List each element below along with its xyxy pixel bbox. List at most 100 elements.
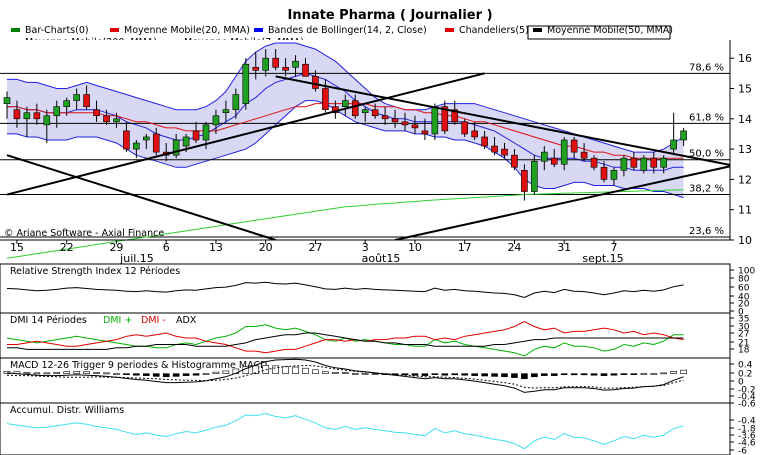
candle-body [222, 109, 230, 114]
candle-body [123, 130, 130, 150]
panel-tick-label: 0 [738, 308, 744, 318]
candle-body [341, 100, 349, 107]
macd-histogram-bar [272, 365, 279, 374]
candle-body [232, 94, 240, 110]
candle-body [650, 157, 658, 168]
trendline [6, 154, 276, 240]
chart-title: Innate Pharma ( Journalier ) [287, 8, 492, 23]
macd-histogram-bar [292, 366, 299, 374]
macd-histogram-bar [600, 373, 608, 376]
candle-body [33, 112, 41, 120]
candle-body [441, 106, 449, 132]
panel-title: Accumul. Distr. Williams [10, 405, 124, 416]
macd-histogram-bar [212, 371, 220, 374]
candle-body [461, 121, 469, 135]
candle-body [471, 130, 478, 138]
candle-body [670, 139, 677, 150]
panel-title: Relative Strength Index 12 Périodes [10, 266, 180, 277]
williams-line [6, 413, 684, 450]
trendline [275, 75, 730, 166]
copyright-text: © Ariane Software - Axial Finance [4, 228, 164, 239]
macd-histogram-bar [521, 373, 528, 380]
candle-body [521, 170, 528, 192]
macd-histogram-bar [570, 373, 578, 376]
macd-histogram-bar [162, 373, 170, 378]
date-tick-label: 31 [557, 241, 571, 254]
candle-body [152, 133, 160, 153]
legend-swatch [11, 28, 20, 32]
price-tick-label: 13 [738, 143, 752, 156]
macd-histogram-bar [192, 373, 200, 376]
macd-histogram-bar [33, 372, 41, 375]
candle-body [192, 130, 200, 141]
fibonacci-label: 38,2 % [689, 184, 724, 195]
fibonacci-label: 78,6 % [689, 62, 724, 73]
macd-histogram-bar [630, 373, 638, 375]
macd-histogram-bar [441, 373, 449, 376]
candle-body [252, 66, 260, 71]
macd-histogram-bar [650, 373, 658, 375]
candle-body [491, 145, 498, 153]
macd-histogram-bar [540, 373, 548, 376]
candle-body [302, 63, 309, 77]
dmi-legend-label: ADX [176, 315, 197, 326]
candle-body [590, 157, 598, 168]
price-tick-label: 14 [738, 113, 752, 126]
candle-body [371, 109, 379, 117]
candle-body [550, 157, 558, 165]
legend-label: Bar-Charts(0) [25, 25, 89, 36]
macd-histogram-bar [351, 372, 359, 375]
rsi-panel: Relative Strength Index 12 Périodes 10080… [0, 263, 755, 318]
legend-swatch [445, 28, 454, 32]
candle-body [53, 106, 61, 117]
trendline [6, 72, 485, 196]
candle-body [540, 151, 548, 162]
macd-histogram-bar [63, 371, 71, 374]
candle-body [511, 154, 518, 168]
date-tick-label: 27 [308, 241, 322, 254]
candle-body [202, 124, 210, 141]
candle-body [620, 157, 628, 171]
panel-tick-label: -1.8 [738, 425, 756, 435]
month-label: sept.15 [582, 252, 623, 265]
candle-body [242, 63, 250, 104]
candle-body [570, 139, 578, 153]
macd-histogram-bar [610, 373, 618, 376]
macd-histogram-bar [43, 372, 51, 375]
panel-tick-label: -6 [738, 447, 747, 455]
macd-histogram-bar [152, 373, 160, 377]
macd-histogram-bar [103, 372, 110, 375]
candle-body [361, 109, 369, 114]
legend-label: Bandes de Bollinger(14, 2, Close) [268, 25, 427, 36]
candle-body [660, 157, 668, 168]
candle-body [43, 115, 51, 126]
macd-histogram-bar [341, 372, 349, 374]
date-tick-label: 20 [259, 241, 273, 254]
price-tick-label: 16 [738, 52, 752, 65]
date-tick-label: 15 [10, 241, 24, 254]
candle-body [262, 57, 270, 71]
date-tick-label: 17 [458, 241, 472, 254]
candle-body [322, 88, 329, 110]
macd-histogram-bar [23, 372, 31, 374]
macd-histogram-bar [670, 371, 677, 374]
legend-swatch [254, 28, 263, 32]
month-label: juil.15 [119, 252, 154, 265]
macd-histogram-bar [471, 373, 478, 376]
price-tick-label: 10 [738, 234, 752, 247]
macd-histogram-bar [451, 373, 459, 376]
candle-body [610, 170, 618, 180]
panel-tick-label: -0.2 [738, 386, 756, 396]
date-tick-label: 10 [408, 241, 422, 254]
macd-histogram-bar [511, 373, 518, 378]
panel-tick-label: 20 [738, 300, 750, 310]
panel-frame [0, 402, 731, 455]
panel-tick-label: 80 [738, 275, 750, 285]
date-tick-label: 22 [60, 241, 74, 254]
macd-trigger-line [6, 364, 684, 389]
macd-histogram-bar [431, 373, 439, 375]
candle-body [272, 57, 279, 68]
legend-label: Moyenne Mobile(50, MMA) [547, 25, 673, 36]
ma200-line [6, 189, 684, 259]
